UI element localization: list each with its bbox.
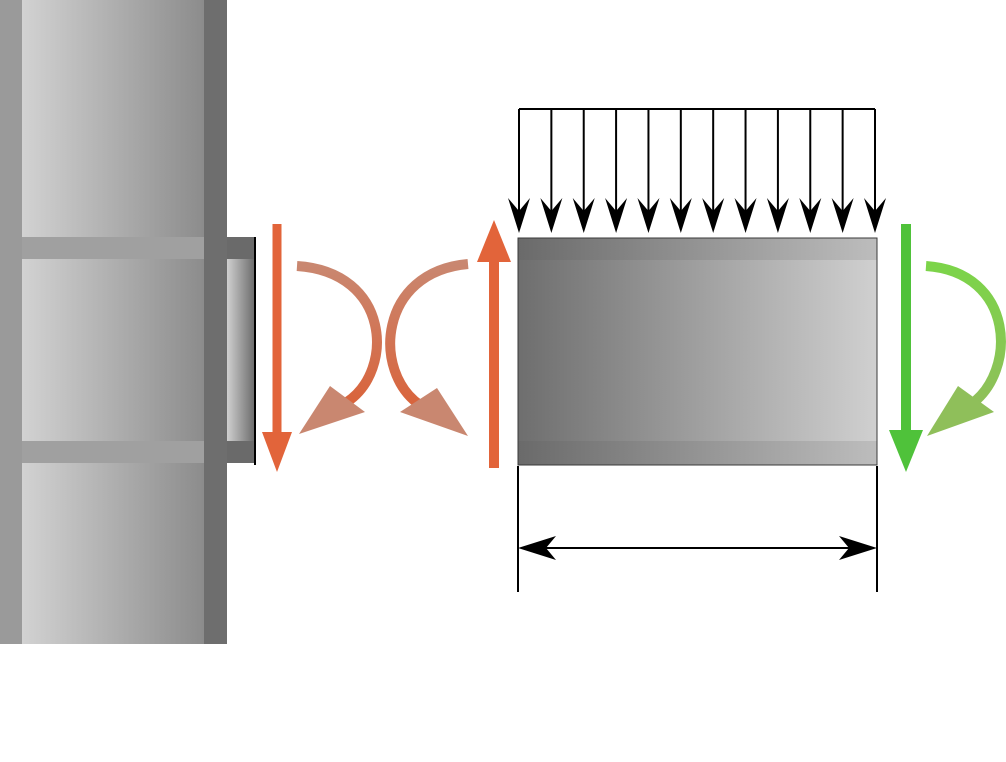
arrow-down-icon: [540, 198, 563, 233]
load-arrow: [799, 109, 822, 233]
column-stiffener-top: [22, 237, 204, 259]
arrow-down-icon: [572, 198, 595, 233]
beam-web: [518, 259, 877, 441]
arrow-down-icon: [799, 198, 822, 233]
far-end-shear-arrow: [889, 224, 923, 472]
load-arrow: [637, 109, 660, 233]
dimension-arrowhead-right: [839, 536, 877, 560]
support-moment-arrow: [296, 261, 382, 434]
beam-stub-top-flange: [227, 237, 254, 259]
beam-end-moment-arrow: [385, 259, 469, 436]
arrow-down-icon: [702, 198, 725, 233]
column: [0, 0, 227, 644]
far-end-moment-arrow: [925, 261, 1006, 436]
column-left-flange: [0, 0, 22, 644]
beam-stub-bottom-flange: [227, 441, 254, 463]
distributed-load: [508, 108, 886, 233]
support-shear-arrow: [262, 224, 292, 472]
arrow-down-icon: [734, 198, 757, 233]
arrow-down-icon: [605, 198, 628, 233]
load-arrow: [540, 109, 563, 233]
beam-stub: [227, 237, 256, 465]
column-stiffener-bottom: [22, 441, 204, 463]
arrow-head: [400, 388, 468, 436]
load-arrow: [669, 109, 692, 233]
load-arrow: [572, 109, 595, 233]
column-web: [22, 0, 204, 644]
arrow-down-icon: [637, 198, 660, 233]
load-arrow: [508, 109, 530, 233]
arrow-head: [889, 430, 923, 472]
load-arrow: [734, 109, 757, 233]
beam-stub-web: [227, 259, 254, 441]
beam: [517, 237, 878, 466]
curved-arrow-cw-icon: [925, 261, 1006, 410]
column-right-flange: [204, 0, 227, 644]
curved-arrow-ccw-icon: [385, 259, 469, 410]
beam-length-dimension: [517, 466, 878, 592]
dimension-arrowhead-left: [518, 536, 556, 560]
load-arrow: [864, 109, 886, 233]
beam-bottom-flange: [518, 441, 877, 465]
load-arrow: [831, 109, 854, 233]
arrow-down-icon: [766, 198, 789, 233]
curved-arrow-cw-icon: [296, 261, 382, 407]
arrow-head: [262, 432, 292, 472]
arrow-down-icon: [508, 198, 530, 233]
arrow-down-icon: [669, 198, 692, 233]
arrow-head: [299, 386, 365, 434]
arrow-down-icon: [864, 198, 886, 233]
beam-end-shear-arrow: [477, 220, 511, 468]
beam-top-flange: [518, 238, 877, 260]
load-arrow: [702, 109, 725, 233]
arrow-head: [927, 386, 994, 436]
arrow-down-icon: [831, 198, 854, 233]
arrow-head: [477, 220, 511, 262]
load-arrow: [605, 109, 628, 233]
load-arrow: [766, 109, 789, 233]
beam-outline: [517, 237, 878, 466]
